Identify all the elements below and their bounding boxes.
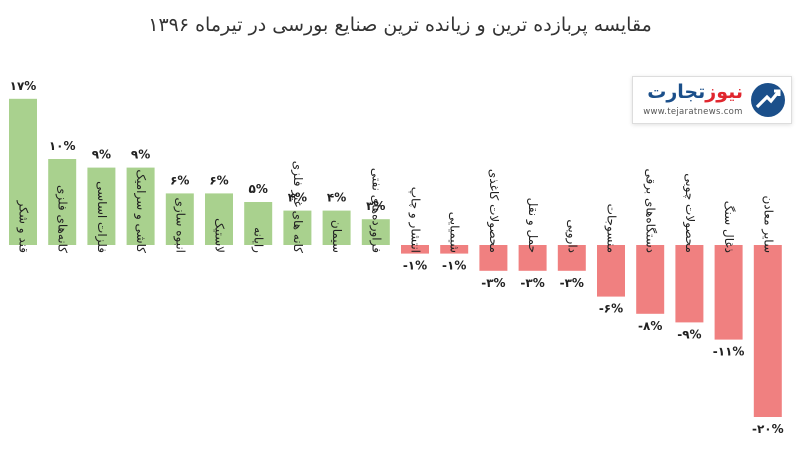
category-label: کاشی و سرامیک bbox=[133, 169, 148, 253]
bar bbox=[322, 210, 351, 245]
value-label: -۹% bbox=[677, 327, 701, 341]
value-label: -۱% bbox=[403, 259, 427, 273]
category-label: محصولات چوبی bbox=[682, 173, 697, 253]
bar bbox=[479, 245, 508, 271]
category-label: منسوجات bbox=[604, 204, 619, 253]
category-label: رایانه bbox=[251, 227, 266, 253]
bar bbox=[48, 159, 77, 245]
category-label: محصولات کاغذی bbox=[486, 169, 501, 253]
value-label: ۳% bbox=[366, 199, 385, 213]
value-label: ۱۷% bbox=[10, 79, 37, 93]
bar bbox=[9, 98, 37, 245]
category-label: ذغال سنگ bbox=[722, 201, 736, 253]
value-label: ۹% bbox=[92, 148, 111, 162]
category-label: انتشار و چاپ bbox=[408, 187, 423, 253]
bar bbox=[401, 245, 429, 254]
category-label: فلزات اساسی bbox=[94, 181, 109, 253]
logo-wordmark: نیوزتجارت bbox=[639, 81, 743, 103]
bar bbox=[283, 210, 312, 245]
bar bbox=[597, 245, 625, 297]
bar bbox=[361, 219, 390, 245]
category-label: کانه‌های فلزی bbox=[55, 185, 70, 253]
logo-name-blue: تجارت bbox=[647, 81, 706, 103]
value-label: -۱۱% bbox=[713, 345, 745, 359]
value-label: ۴% bbox=[327, 191, 346, 205]
bar bbox=[440, 245, 469, 254]
category-label: لاستیک bbox=[213, 218, 227, 253]
category-label: سایر معادن bbox=[760, 195, 775, 253]
category-label: شیمیایی bbox=[448, 212, 462, 253]
bar bbox=[244, 202, 273, 245]
value-label: ۱۰% bbox=[49, 139, 76, 153]
value-label: ۶% bbox=[170, 173, 189, 187]
tejaratnews-logo: نیوزتجارت www.tejaratnews.com bbox=[632, 76, 792, 124]
chart-title: مقایسه پربازده ترین و زیانده ترین صنایع … bbox=[148, 14, 652, 36]
value-label: -۸% bbox=[638, 319, 662, 333]
logo-url: www.tejaratnews.com bbox=[643, 107, 743, 117]
bar bbox=[675, 245, 704, 323]
logo-emblem-icon bbox=[751, 83, 785, 117]
category-label: سیمان bbox=[330, 220, 344, 253]
bar bbox=[87, 167, 116, 245]
category-label: حمل و نقل bbox=[525, 198, 540, 253]
category-label: دستگاه‌های برقی bbox=[643, 169, 658, 253]
bar bbox=[518, 245, 547, 271]
bar bbox=[205, 193, 233, 245]
bar bbox=[636, 245, 665, 314]
value-label: ۹% bbox=[131, 148, 150, 162]
value-label: ۵% bbox=[249, 182, 268, 196]
value-label: -۲۰% bbox=[752, 422, 784, 436]
bar bbox=[126, 167, 155, 245]
bar bbox=[165, 193, 194, 245]
category-label: قند و شکر bbox=[16, 200, 31, 253]
logo-name-red: نیوز bbox=[705, 81, 743, 103]
value-label: ۴% bbox=[288, 191, 307, 205]
category-label: کانه های غیر فلزی bbox=[290, 161, 305, 253]
value-label: -۱% bbox=[442, 259, 466, 273]
bar bbox=[753, 245, 782, 417]
bar bbox=[557, 245, 586, 271]
value-label: -۳% bbox=[560, 276, 584, 290]
category-label: انبوه سازی bbox=[172, 198, 187, 254]
bar bbox=[714, 245, 743, 340]
category-label: دارویی bbox=[564, 219, 579, 253]
value-label: ۶% bbox=[209, 173, 228, 187]
value-label: -۶% bbox=[599, 302, 623, 316]
value-label: -۳% bbox=[481, 276, 505, 290]
value-label: -۳% bbox=[520, 276, 544, 290]
category-label: فراورده‌های نفتی bbox=[368, 168, 383, 253]
